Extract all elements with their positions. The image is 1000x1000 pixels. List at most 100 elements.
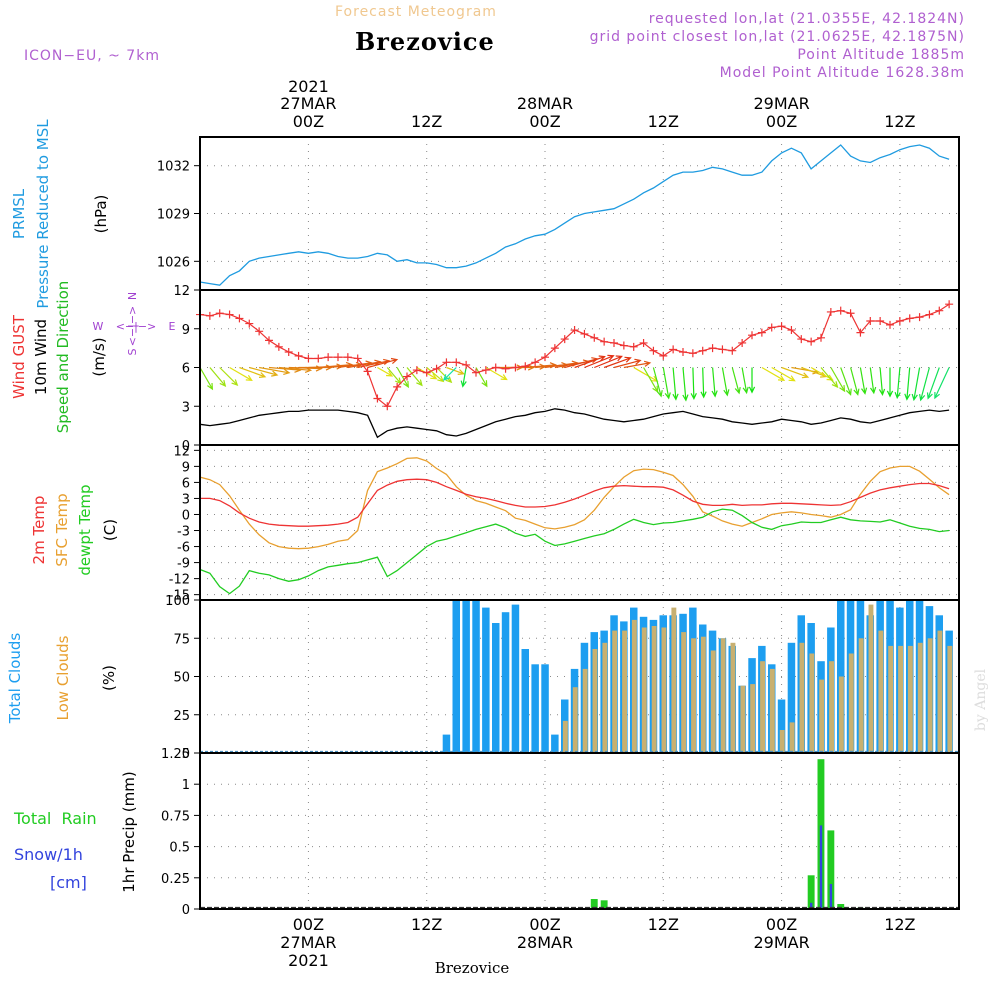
gust-marker	[669, 345, 678, 354]
y-tick-label: -3	[177, 525, 190, 540]
gust-marker	[836, 306, 845, 315]
gust-marker	[541, 353, 549, 362]
gust-marker	[748, 331, 756, 340]
rain-bar	[837, 904, 845, 909]
wind-arrow	[700, 367, 707, 399]
wind-arrow	[258, 366, 291, 375]
gust-marker	[481, 366, 490, 375]
low-cloud-bar	[927, 638, 933, 754]
gust-marker	[649, 346, 658, 355]
gust-marker	[550, 344, 559, 353]
gust-marker	[629, 342, 638, 351]
low-cloud-bar	[602, 642, 608, 753]
wind-arrow	[652, 367, 663, 398]
precip-panel: 0 0.25 0.5 0.75 1 1.25 Total Rain Snow/1h [cm…	[13, 747, 960, 918]
wind-arrow	[711, 367, 718, 398]
time-label: 00Z	[293, 112, 324, 131]
gust-marker	[738, 338, 747, 347]
wind-arrow	[781, 366, 810, 379]
pressure-frame	[199, 136, 960, 291]
gust-marker	[383, 402, 392, 411]
wind-arrow	[367, 357, 399, 369]
low-cloud-bar	[789, 722, 795, 753]
gust-marker	[580, 329, 589, 338]
sfc-temp-label: SFC Temp	[53, 493, 71, 566]
gust-marker	[895, 317, 904, 325]
y-tick-label: 1032	[157, 160, 190, 175]
low-cloud-bar	[760, 661, 765, 753]
compass-north: N	[126, 292, 139, 300]
time-label: 12Z	[411, 112, 442, 131]
low-cloud-bar	[582, 668, 588, 753]
gust-marker	[846, 309, 855, 318]
gust-marker	[284, 348, 293, 356]
low-cloud-bar	[799, 642, 805, 753]
snow-unit-label: [cm]	[50, 873, 87, 892]
gust-marker	[797, 335, 806, 344]
low-cloud-bar	[898, 645, 903, 753]
y-tick-label: 0	[182, 903, 190, 918]
pressure-panel: 1026 1029 1032 PRMSL Pressure Reduced to M…	[10, 119, 960, 309]
low-cloud-bar	[710, 650, 716, 753]
low-clouds-label: Low Clouds	[54, 635, 72, 720]
total-cloud-bar	[777, 699, 786, 753]
low-cloud-bar	[631, 619, 637, 753]
y-tick-label: 0	[182, 508, 190, 523]
rain-bar	[827, 830, 835, 909]
precip-frame	[199, 752, 960, 910]
time-label: 12Z	[884, 112, 915, 131]
dewpoint-label: dewpt Temp	[76, 484, 94, 575]
gust-marker	[807, 337, 816, 346]
wind-arrow	[934, 367, 950, 400]
total-cloud-bar	[472, 600, 480, 753]
snow-bar	[829, 884, 833, 909]
total-cloud-bar	[551, 734, 559, 753]
wind-arrow	[748, 367, 756, 394]
low-cloud-bar	[612, 630, 618, 753]
wind-gust-line	[199, 303, 950, 408]
low-cloud-bar	[700, 636, 706, 753]
low-cloud-bar	[750, 684, 756, 753]
temp-2m-line	[200, 478, 950, 527]
total-cloud-bar	[787, 642, 796, 753]
wind-arrow	[894, 367, 901, 400]
time-label: 28MAR	[517, 94, 573, 113]
wind-arrow	[919, 367, 930, 402]
clouds-frame	[199, 599, 960, 754]
gust-marker	[324, 353, 333, 362]
footer-station: Brezovice	[435, 959, 510, 977]
gust-marker	[265, 336, 273, 345]
low-cloud-bar	[769, 668, 775, 753]
y-tick-label: 0.5	[169, 841, 190, 856]
total-cloud-bar	[442, 734, 451, 753]
gust-marker	[610, 338, 618, 347]
y-tick-label: 1029	[157, 208, 190, 223]
low-cloud-bar	[838, 676, 844, 753]
gust-marker	[826, 307, 835, 316]
time-label: 00Z	[529, 112, 560, 131]
compass-rose: N <−|−> S W <−|−> E	[93, 292, 176, 356]
y-tick-label: 0	[182, 747, 190, 762]
wind-arrow	[219, 367, 239, 386]
wind-arrow	[564, 357, 599, 369]
gust-marker	[304, 354, 313, 363]
gust-marker	[511, 363, 520, 372]
low-cloud-bar	[730, 642, 736, 753]
low-cloud-bar	[809, 653, 815, 753]
y-tick-label: 0.75	[161, 809, 190, 824]
y-tick-label: 0	[182, 439, 190, 454]
y-tick-label: -6	[177, 541, 190, 556]
gust-marker	[363, 367, 372, 376]
gust-marker	[255, 327, 264, 336]
gust-marker	[403, 372, 411, 381]
gust-marker	[767, 323, 776, 332]
gust-marker	[866, 317, 875, 325]
clouds-unit: (%)	[100, 665, 118, 691]
gust-marker	[679, 348, 687, 356]
total-cloud-bar	[492, 623, 500, 753]
wind-direction-label: Speed and Direction	[54, 281, 72, 434]
cloud-bars	[200, 600, 959, 754]
y-tick-label: 1.25	[161, 747, 190, 762]
low-cloud-bar	[720, 638, 726, 754]
wind-panel: 0 3 6 9 12 Wind GUST 10m Wind Speed and Dire…	[10, 281, 960, 454]
